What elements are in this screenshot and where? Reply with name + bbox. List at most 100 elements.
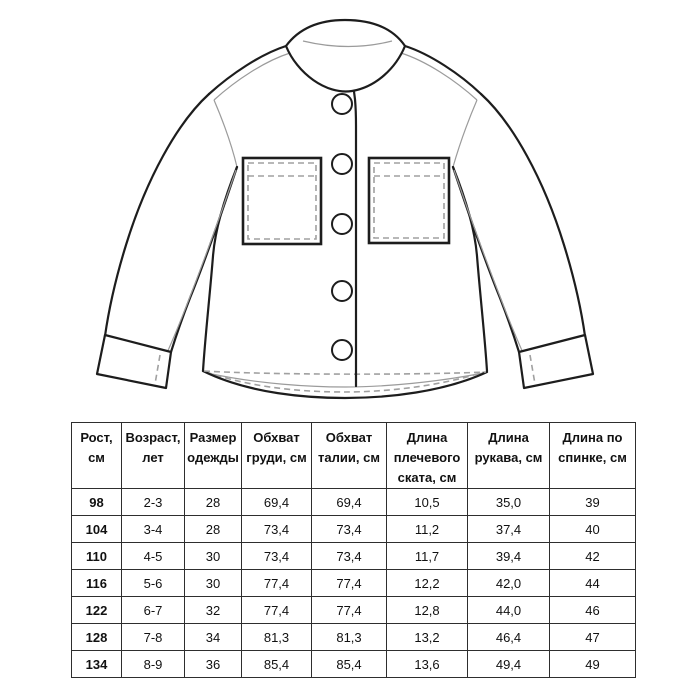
cuff-left (95, 333, 173, 390)
yoke-seam-right (400, 52, 478, 101)
garment-flat-sketch (95, 18, 595, 400)
cell-size: 30 (184, 542, 242, 571)
cell-chest: 81,3 (241, 623, 312, 652)
header-shoulder-slope-length: Длина плечевого ската, см (386, 421, 468, 490)
cell-waist: 73,4 (311, 542, 387, 571)
cell-shoulder: 10,5 (386, 488, 468, 517)
patch-pocket-left (241, 156, 323, 246)
cell-shoulder: 13,6 (386, 650, 468, 679)
table-row: 98 2-3 28 69,4 69,4 10,5 35,0 39 (71, 488, 636, 517)
cuff-right (517, 333, 595, 390)
cell-height: 122 (71, 596, 122, 625)
cell-shoulder: 11,2 (386, 515, 468, 544)
pocket-stitch-right (373, 162, 445, 239)
cell-age: 3-4 (121, 515, 185, 544)
cell-back: 47 (549, 623, 636, 652)
cell-shoulder: 11,7 (386, 542, 468, 571)
cell-height: 110 (71, 542, 122, 571)
cell-sleeve: 35,0 (467, 488, 550, 517)
body-side-seam-left (201, 165, 239, 373)
cell-back: 40 (549, 515, 636, 544)
button-4 (331, 280, 353, 302)
shoulder-seam-left (207, 44, 288, 96)
cell-size: 28 (184, 515, 242, 544)
header-back-length: Длина по спинке, см (549, 421, 636, 490)
cell-height: 104 (71, 515, 122, 544)
armhole-seam-left (213, 99, 238, 168)
front-hem-stitch-line (203, 370, 487, 375)
cell-height: 128 (71, 623, 122, 652)
cell-sleeve: 42,0 (467, 569, 550, 598)
pocket-stitch-left (247, 162, 317, 240)
size-table: Рост, см Возраст, лет Размер одежды Обхв… (71, 421, 636, 679)
cell-age: 4-5 (121, 542, 185, 571)
cell-shoulder: 13,2 (386, 623, 468, 652)
back-hem-edge (201, 369, 489, 400)
cell-sleeve: 46,4 (467, 623, 550, 652)
header-height: Рост, см (71, 421, 122, 490)
table-row: 122 6-7 32 77,4 77,4 12,8 44,0 46 (71, 596, 636, 625)
collar-fold-line (302, 40, 393, 48)
button-5 (331, 339, 353, 361)
cell-chest: 73,4 (241, 542, 312, 571)
table-row: 116 5-6 30 77,4 77,4 12,2 42,0 44 (71, 569, 636, 598)
cell-chest: 69,4 (241, 488, 312, 517)
cuff-placket-stitch-left (154, 354, 161, 385)
cell-sleeve: 37,4 (467, 515, 550, 544)
cell-waist: 73,4 (311, 515, 387, 544)
cell-waist: 81,3 (311, 623, 387, 652)
yoke-seam-left (213, 52, 291, 101)
table-row: 134 8-9 36 85,4 85,4 13,6 49,4 49 (71, 650, 636, 679)
button-1 (331, 93, 353, 115)
cell-size: 32 (184, 596, 242, 625)
size-table-header: Рост, см Возраст, лет Размер одежды Обхв… (71, 421, 636, 490)
cell-shoulder: 12,2 (386, 569, 468, 598)
cell-sleeve: 39,4 (467, 542, 550, 571)
back-hem-seam-line (206, 372, 484, 388)
cell-size: 30 (184, 569, 242, 598)
cell-waist: 85,4 (311, 650, 387, 679)
cell-back: 46 (549, 596, 636, 625)
cell-chest: 77,4 (241, 569, 312, 598)
header-clothing-size: Размер одежды (184, 421, 242, 490)
armhole-seam-right (452, 99, 478, 168)
header-chest-girth: Обхват груди, см (241, 421, 312, 490)
cell-back: 42 (549, 542, 636, 571)
cell-age: 5-6 (121, 569, 185, 598)
size-table-body: 98 2-3 28 69,4 69,4 10,5 35,0 39 104 3-4… (71, 488, 636, 679)
cell-back: 49 (549, 650, 636, 679)
center-front-placket-line (349, 73, 358, 388)
cell-size: 28 (184, 488, 242, 517)
sleeve-outer-edge-left (103, 92, 211, 338)
cell-sleeve: 44,0 (467, 596, 550, 625)
table-row: 128 7-8 34 81,3 81,3 13,2 46,4 47 (71, 623, 636, 652)
body-side-seam-right (451, 165, 489, 373)
shoulder-seam-right (403, 44, 483, 96)
cell-age: 2-3 (121, 488, 185, 517)
table-header-row: Рост, см Возраст, лет Размер одежды Обхв… (71, 421, 636, 490)
stand-collar (284, 18, 407, 93)
table-row: 110 4-5 30 73,4 73,4 11,7 39,4 42 (71, 542, 636, 571)
button-2 (331, 153, 353, 175)
table-row: 104 3-4 28 73,4 73,4 11,2 37,4 40 (71, 515, 636, 544)
button-3 (331, 213, 353, 235)
cell-height: 98 (71, 488, 122, 517)
cell-chest: 73,4 (241, 515, 312, 544)
jacket-technical-drawing (95, 18, 595, 400)
cell-chest: 85,4 (241, 650, 312, 679)
cell-back: 44 (549, 569, 636, 598)
cell-waist: 77,4 (311, 596, 387, 625)
back-hem-stitch-line (205, 371, 485, 393)
header-sleeve-length: Длина рукава, см (467, 421, 550, 490)
cell-shoulder: 12,8 (386, 596, 468, 625)
cell-size: 34 (184, 623, 242, 652)
cell-height: 134 (71, 650, 122, 679)
patch-pocket-right (367, 156, 451, 245)
cell-height: 116 (71, 569, 122, 598)
cell-age: 8-9 (121, 650, 185, 679)
header-waist-girth: Обхват талии, см (311, 421, 387, 490)
cuff-placket-stitch-right (529, 354, 536, 385)
sleeve-outer-edge-right (479, 92, 587, 338)
header-age: Возраст, лет (121, 421, 185, 490)
cell-age: 6-7 (121, 596, 185, 625)
